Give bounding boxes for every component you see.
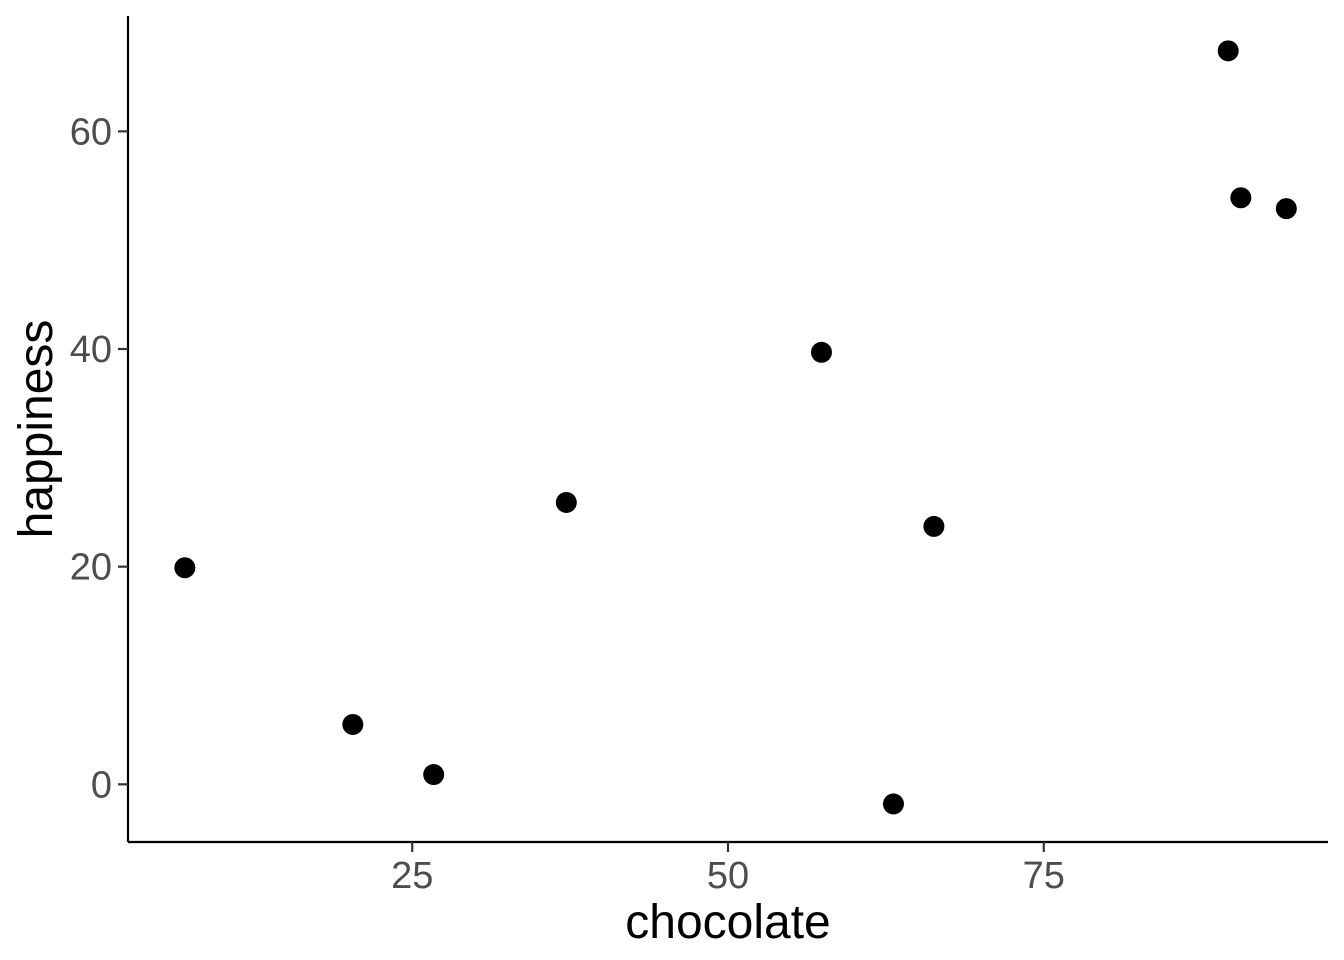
y-tick-label: 60 xyxy=(70,111,112,153)
data-point xyxy=(342,713,364,735)
data-point xyxy=(882,793,904,815)
x-tick-label: 50 xyxy=(707,855,749,897)
y-tick-label: 0 xyxy=(91,764,112,806)
x-tick-label: 75 xyxy=(1023,855,1065,897)
axes-layer xyxy=(126,16,1328,844)
data-point xyxy=(555,491,577,513)
y-tick-label: 20 xyxy=(70,547,112,589)
data-point xyxy=(174,557,196,579)
data-point xyxy=(1230,187,1252,209)
data-point xyxy=(923,515,945,537)
data-point xyxy=(1275,198,1297,220)
points-layer xyxy=(174,40,1297,815)
x-tick-label: 25 xyxy=(391,855,433,897)
data-point xyxy=(810,341,832,363)
data-point xyxy=(423,764,445,786)
y-tick-label: 40 xyxy=(70,329,112,371)
ticks-layer: 25 50 75 0 20 40 60 xyxy=(70,111,1065,897)
x-axis-title: chocolate xyxy=(625,896,830,949)
data-point xyxy=(1217,40,1239,62)
y-axis-title: happiness xyxy=(10,320,63,539)
